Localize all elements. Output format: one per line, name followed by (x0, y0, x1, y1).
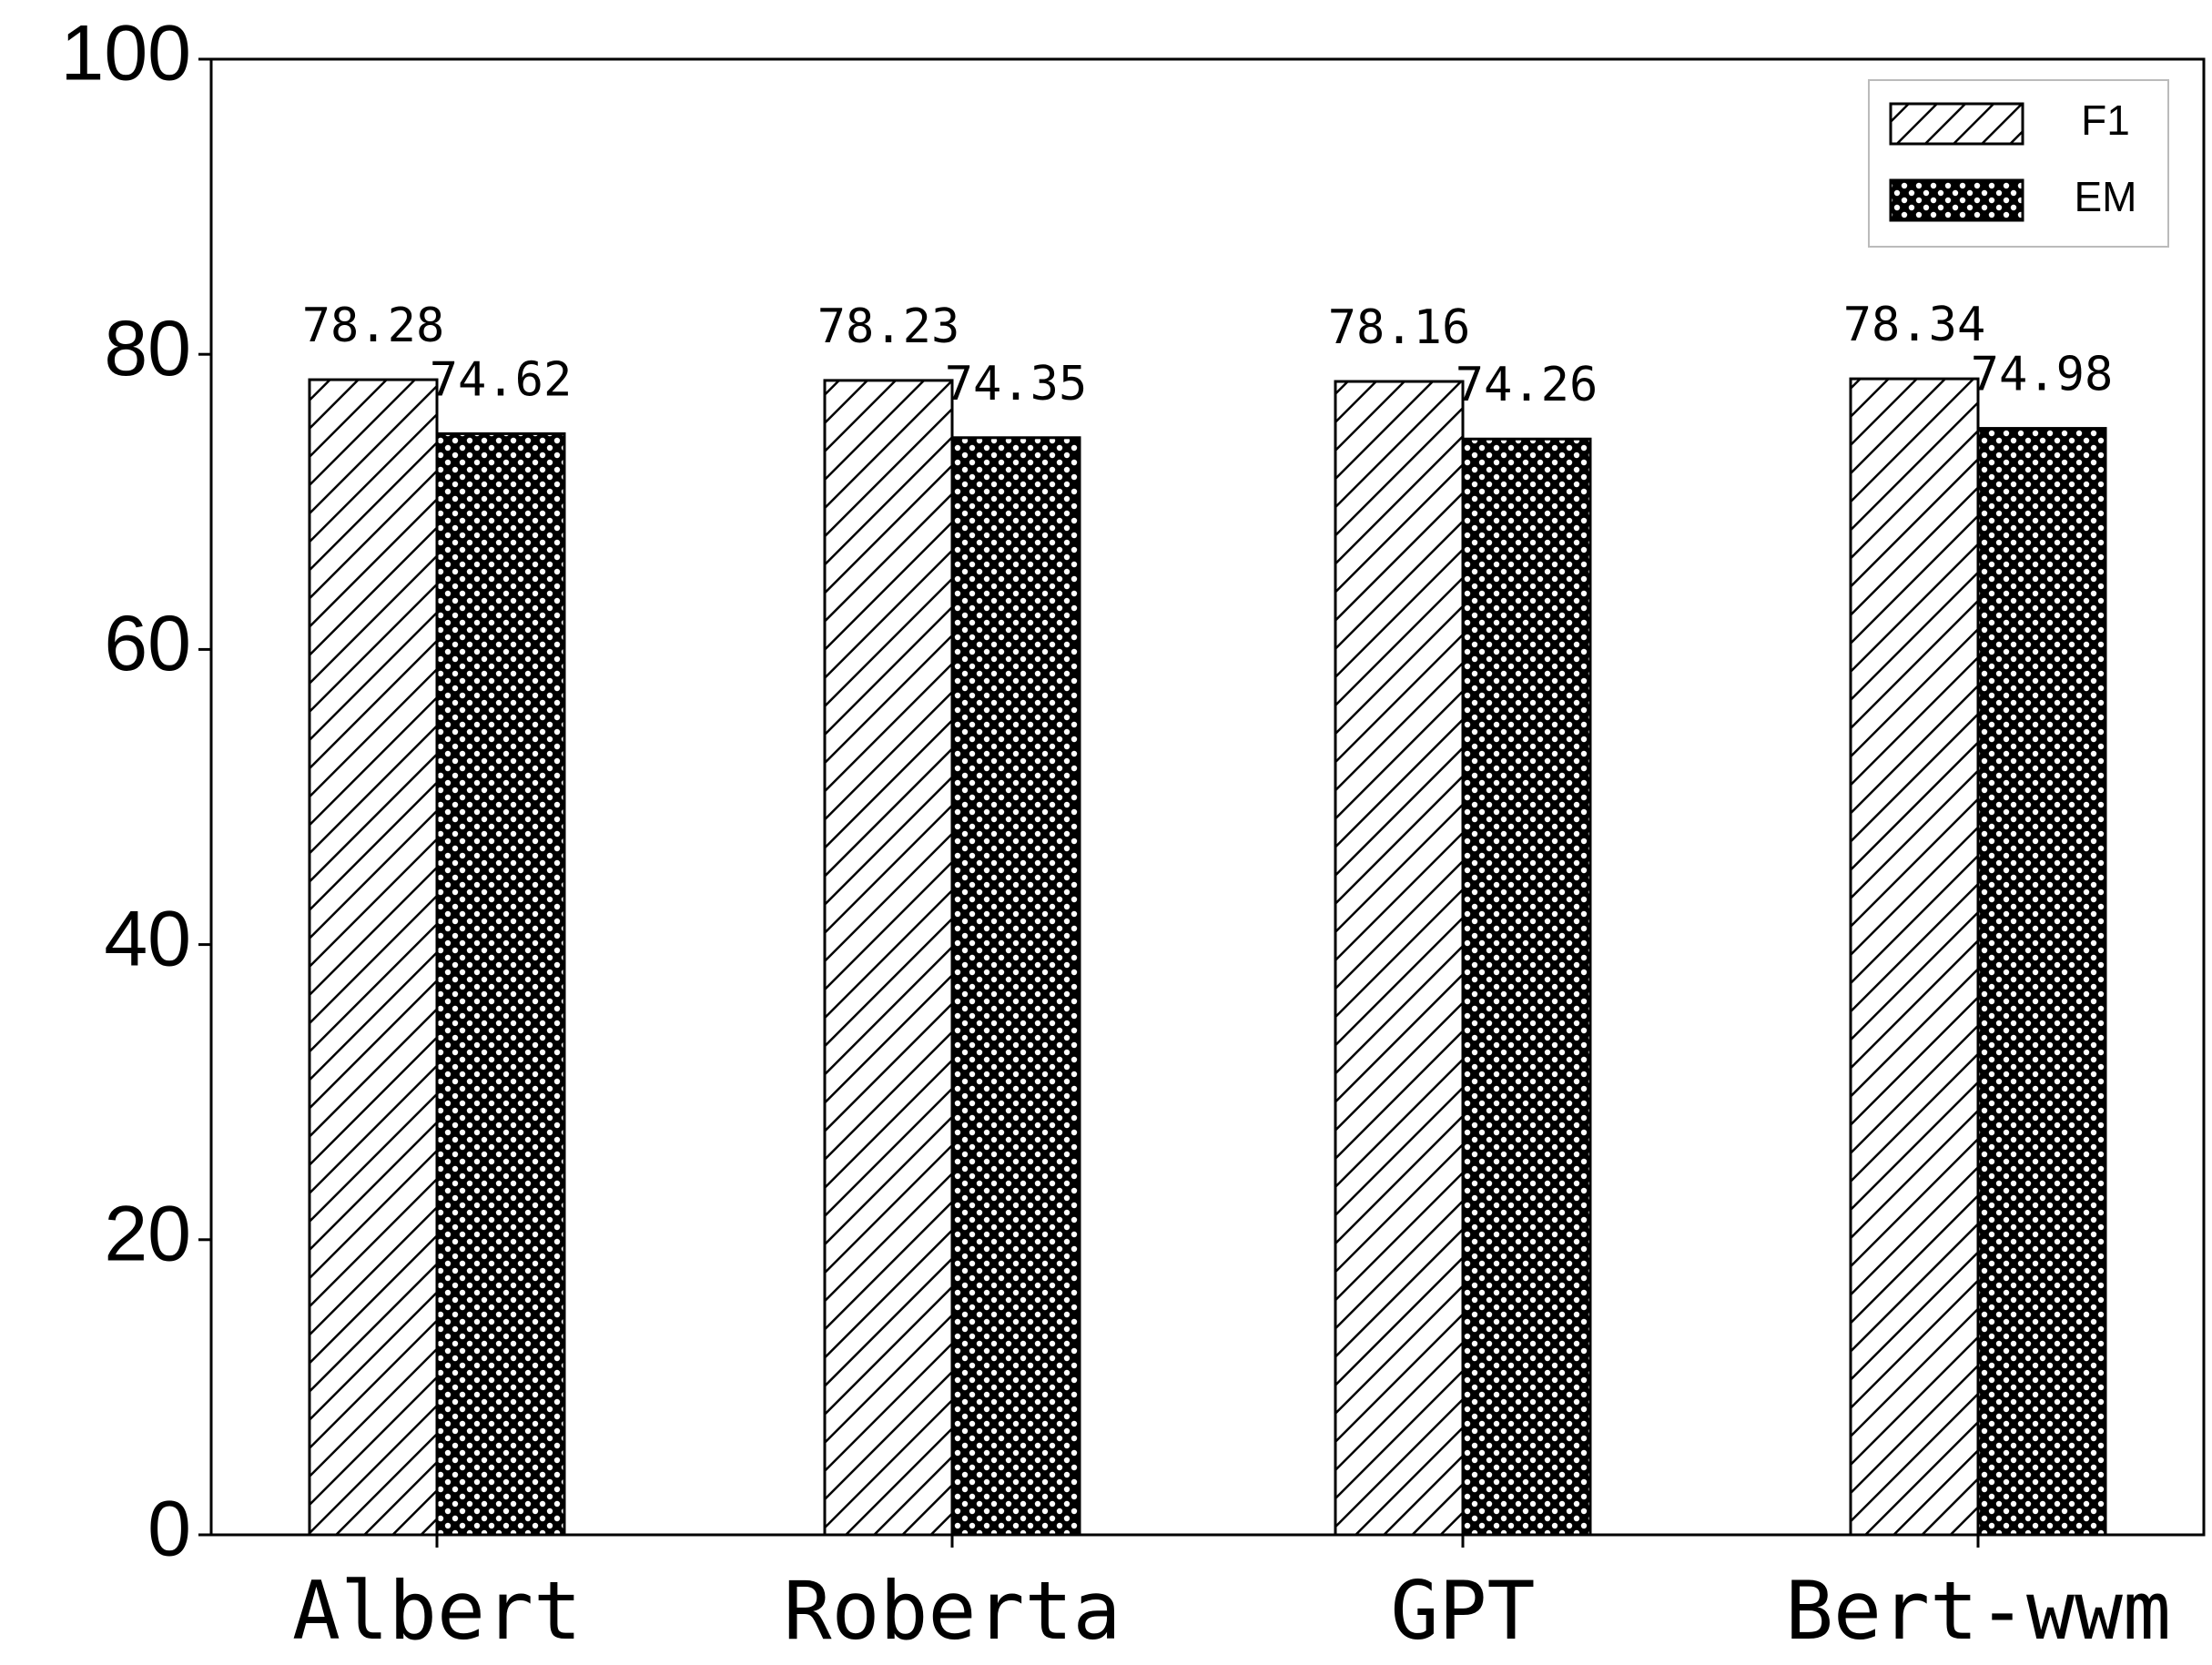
y-tick-label: 80 (104, 305, 191, 392)
plot-frame (209, 57, 2206, 1537)
value-label: 74.98 (1971, 348, 2114, 402)
bar (308, 378, 439, 1537)
value-label: 78.23 (817, 299, 960, 354)
y-tick-label: 100 (61, 10, 192, 97)
y-tick-label: 40 (104, 895, 191, 982)
y-tick-label: 0 (147, 1486, 191, 1573)
bar (950, 436, 1081, 1537)
legend-swatch (1889, 102, 2024, 146)
bar (435, 431, 566, 1537)
value-label: 78.16 (1328, 300, 1471, 355)
y-tick-label: 60 (104, 600, 191, 687)
bar (1461, 437, 1592, 1537)
value-label: 78.34 (1843, 298, 1986, 352)
x-tick-label: GPT (1391, 1564, 1536, 1658)
bar (1976, 427, 2107, 1537)
legend-label: F1 (2081, 96, 2130, 144)
x-tick-label: Bert-wwm (1785, 1564, 2171, 1658)
x-tick-label: Albert (292, 1564, 582, 1658)
value-label: 78.28 (302, 299, 445, 353)
bar (1849, 377, 1980, 1537)
value-label: 74.26 (1456, 358, 1598, 412)
legend-swatch (1889, 178, 2024, 222)
bar (1334, 380, 1465, 1537)
value-label: 74.62 (430, 352, 573, 407)
bar (823, 379, 954, 1537)
value-label: 74.35 (945, 357, 1088, 411)
legend-label: EM (2075, 173, 2137, 220)
y-tick-label: 20 (104, 1191, 191, 1278)
x-tick-label: Roberta (784, 1564, 1121, 1658)
